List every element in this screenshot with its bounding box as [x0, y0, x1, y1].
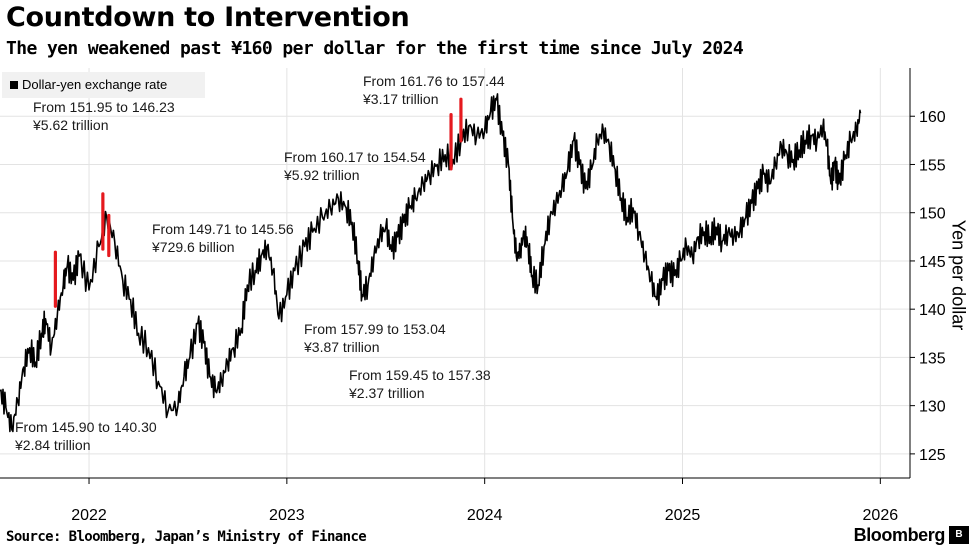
- annotation-6-range: From 157.99 to 153.04: [304, 321, 446, 337]
- brand-mark-icon: B: [949, 526, 969, 544]
- x-tick-label-2026: 2026: [863, 507, 899, 524]
- series-line-0: [0, 93, 862, 433]
- x-tick-label-2023: 2023: [269, 507, 305, 524]
- annotation-5-range: From 160.17 to 154.54: [284, 149, 426, 165]
- axes: [0, 68, 915, 484]
- series-layer: [0, 93, 862, 433]
- annotation-4-range: From 161.76 to 157.44: [363, 73, 505, 89]
- annotation-3-range: From 145.90 to 140.30: [15, 419, 157, 435]
- intervention-marks: [53, 97, 463, 308]
- y-tick-label-155: 155: [919, 157, 946, 174]
- annotation-2-range: From 149.71 to 145.56: [152, 221, 294, 237]
- y-tick-label-160: 160: [919, 109, 946, 126]
- bloomberg-logo: Bloomberg: [853, 525, 946, 545]
- annotation-1: From 151.95 to 146.23 ¥5.62 trillion: [33, 98, 175, 134]
- annotation-6: From 157.99 to 153.04 ¥3.87 trillion: [304, 320, 446, 356]
- y-tick-label-150: 150: [919, 206, 946, 223]
- legend-swatch: [10, 81, 18, 89]
- annotation-7-amount: ¥2.37 trillion: [349, 385, 425, 401]
- source-note: Source: Bloomberg, Japan’s Ministry of F…: [6, 529, 367, 545]
- x-tick-label-2024: 2024: [467, 507, 503, 524]
- y-tick-label-130: 130: [919, 399, 946, 416]
- annotation-1-amount: ¥5.62 trillion: [33, 117, 109, 133]
- tick-labels: 125 130 135 140 145 150 155 160 2022 2023 2024 2025…: [71, 109, 946, 524]
- annotation-4-amount: ¥3.17 trillion: [363, 91, 439, 107]
- y-tick-label-125: 125: [919, 447, 946, 464]
- y-tick-label-145: 145: [919, 254, 946, 271]
- annotation-2: From 149.71 to 145.56 ¥729.6 billion: [152, 220, 294, 256]
- chart-title: Countdown to Intervention: [6, 2, 410, 33]
- annotation-3-amount: ¥2.84 trillion: [15, 437, 91, 453]
- chart-subtitle: The yen weakened past ¥160 per dollar fo…: [6, 38, 744, 59]
- x-tick-label-2022: 2022: [71, 507, 107, 524]
- legend: Dollar-yen exchange rate: [2, 72, 205, 98]
- y-tick-label-135: 135: [919, 350, 946, 367]
- annotation-5: From 160.17 to 154.54 ¥5.92 trillion: [284, 148, 426, 184]
- annotation-5-amount: ¥5.92 trillion: [284, 167, 360, 183]
- y-tick-label-140: 140: [919, 302, 946, 319]
- y-axis-label: Yen per dollar: [948, 219, 969, 331]
- annotation-7-range: From 159.45 to 157.38: [349, 367, 491, 383]
- annotation-2-amount: ¥729.6 billion: [152, 239, 235, 255]
- annotation-4: From 161.76 to 157.44 ¥3.17 trillion: [363, 72, 505, 108]
- annotation-1-range: From 151.95 to 146.23: [33, 99, 175, 115]
- annotation-6-amount: ¥3.87 trillion: [304, 339, 380, 355]
- gridlines: [0, 68, 910, 478]
- annotation-3: From 145.90 to 140.30 ¥2.84 trillion: [15, 418, 157, 454]
- x-tick-label-2025: 2025: [665, 507, 701, 524]
- annotation-7: From 159.45 to 157.38 ¥2.37 trillion: [349, 366, 491, 402]
- legend-label: Dollar-yen exchange rate: [22, 77, 168, 92]
